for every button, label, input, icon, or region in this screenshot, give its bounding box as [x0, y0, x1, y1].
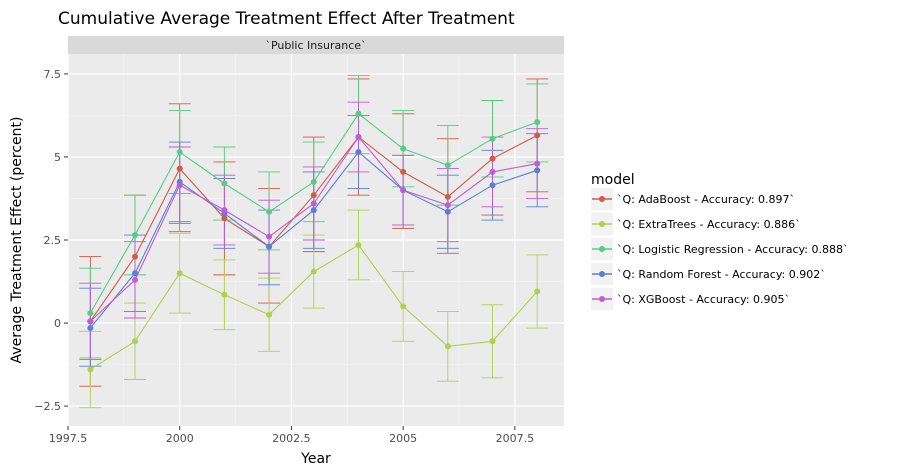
data-point: [266, 311, 273, 318]
data-point: [400, 168, 407, 175]
x-tick-label: 2005: [389, 432, 417, 445]
data-point: [310, 192, 317, 199]
data-point: [310, 268, 317, 275]
data-point: [266, 208, 273, 215]
data-point: [176, 270, 183, 277]
data-point: [444, 343, 451, 350]
x-tick-labels: 1997.5 2000 2002.5 2005 2007.5: [49, 432, 534, 445]
x-tick-label: 1997.5: [49, 432, 88, 445]
data-point: [534, 119, 541, 126]
x-tick-label: 2000: [166, 432, 194, 445]
legend-label: `Q: Random Forest - Accuracy: 0.902`: [617, 268, 826, 281]
data-point: [310, 200, 317, 207]
data-point: [221, 207, 228, 214]
legend-label: `Q: ExtraTrees - Accuracy: 0.886`: [617, 218, 801, 231]
legend-title: model: [591, 172, 635, 188]
legend-key-point: [599, 196, 605, 202]
data-point: [489, 182, 496, 189]
x-tick-label: 2007.5: [496, 432, 535, 445]
data-point: [266, 233, 273, 240]
data-point: [87, 318, 94, 325]
data-point: [176, 148, 183, 155]
axis-ticks: [64, 73, 516, 430]
data-point: [221, 180, 228, 187]
data-point: [87, 325, 94, 332]
data-point: [444, 162, 451, 169]
data-point: [444, 193, 451, 200]
data-point: [132, 338, 139, 345]
data-point: [132, 270, 139, 277]
data-point: [221, 215, 228, 222]
data-point: [266, 243, 273, 250]
data-point: [489, 135, 496, 142]
y-tick-label: −2.5: [34, 400, 61, 413]
x-axis-title: Year: [300, 451, 331, 467]
data-point: [400, 187, 407, 194]
data-point: [355, 134, 362, 141]
data-point: [400, 145, 407, 152]
y-tick-label: 0: [54, 317, 61, 330]
data-point: [534, 160, 541, 167]
y-axis-title: Average Treatment Effect (percent): [9, 117, 25, 364]
legend-key-point: [599, 246, 605, 252]
data-point: [534, 167, 541, 174]
data-point: [176, 182, 183, 189]
data-point: [132, 276, 139, 283]
facet-label: `Public Insurance`: [265, 39, 366, 52]
y-tick-labels: −2.5 0 2.5 5 7.5: [34, 68, 61, 413]
data-point: [444, 202, 451, 209]
data-point: [176, 165, 183, 172]
legend-label: `Q: AdaBoost - Accuracy: 0.897`: [617, 193, 795, 206]
legend-key-point: [599, 296, 605, 302]
chart-title: Cumulative Average Treatment Effect Afte…: [58, 9, 515, 29]
legend: `Q: AdaBoost - Accuracy: 0.897` `Q: Extra…: [591, 188, 848, 310]
data-point: [221, 291, 228, 298]
x-tick-label: 2002.5: [272, 432, 311, 445]
data-point: [489, 338, 496, 345]
series-points: [87, 110, 541, 373]
data-point: [310, 207, 317, 214]
data-point: [489, 168, 496, 175]
data-point: [132, 253, 139, 260]
data-point: [355, 148, 362, 155]
data-point: [132, 232, 139, 239]
data-point: [87, 310, 94, 317]
data-point: [310, 178, 317, 185]
legend-label: `Q: XGBoost - Accuracy: 0.905`: [617, 293, 790, 306]
legend-key-point: [599, 221, 605, 227]
data-point: [489, 155, 496, 162]
y-tick-label: 2.5: [44, 234, 62, 247]
legend-label: `Q: Logistic Regression - Accuracy: 0.88…: [617, 243, 848, 256]
data-point: [87, 366, 94, 373]
data-point: [355, 241, 362, 248]
data-point: [444, 208, 451, 215]
data-point: [355, 110, 362, 117]
data-point: [534, 288, 541, 295]
facet-strip: [68, 36, 564, 54]
y-tick-label: 5: [54, 151, 61, 164]
data-point: [400, 303, 407, 310]
data-point: [534, 132, 541, 139]
y-tick-label: 7.5: [44, 68, 62, 81]
legend-key-point: [599, 271, 605, 277]
